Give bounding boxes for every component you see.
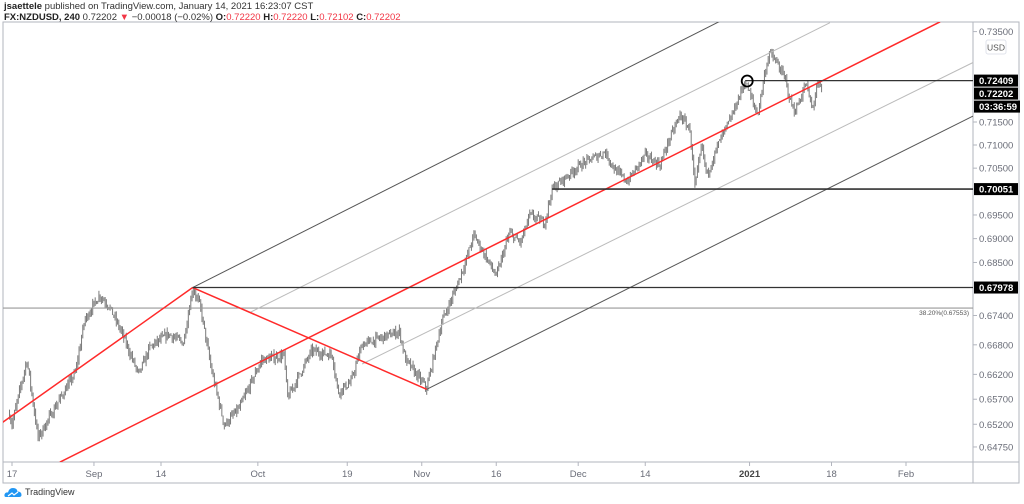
currency-badge-label: USD: [987, 43, 1005, 53]
circle-marker[interactable]: [740, 74, 754, 88]
price-tags: 0.72409 0.72202 0.70051 0.67978 03:36:59: [974, 74, 1020, 294]
x-tick-label: 19: [342, 469, 353, 480]
price-change: −0.00018 (−0.02%): [131, 12, 214, 23]
y-tick-label: 0.66800: [979, 340, 1013, 351]
time-axis[interactable]: 17 Sep 14 Oct 19 Nov 16 Dec 14 2021 18 Feb: [7, 462, 914, 480]
level-price-tag-bg: [974, 74, 1018, 87]
open-value: 0.72220: [226, 12, 261, 23]
last-price-tag: 0.72202: [979, 89, 1013, 100]
last-price: 0.72202: [82, 12, 117, 23]
x-tick-label: Feb: [898, 469, 914, 480]
y-tick-label: 0.69000: [979, 234, 1013, 245]
price-bars: [9, 48, 823, 442]
x-tick-label: 14: [640, 469, 651, 480]
high-value: 0.72220: [273, 12, 308, 23]
y-tick-label: 0.67400: [979, 311, 1013, 322]
close-value: 0.72202: [366, 12, 401, 23]
x-tick-label: 17: [7, 469, 18, 480]
pitchfork-handle-line[interactable]: [0, 286, 194, 427]
x-tick-label: 16: [491, 469, 502, 480]
y-tick-label: 0.65700: [979, 395, 1013, 406]
y-tick-label: 0.68500: [979, 258, 1013, 269]
pitchfork-median-line[interactable]: [59, 22, 941, 462]
pitchfork-handle-line[interactable]: [192, 286, 428, 390]
bar-countdown-tag: 03:36:59: [979, 102, 1017, 113]
x-tick-label: 2021: [739, 469, 761, 480]
ohlc-line: FX:NZDUSD, 240 0.72202 ▼ −0.00018 (−0.02…: [4, 12, 401, 23]
x-tick-label: 18: [826, 469, 837, 480]
x-tick-label: Nov: [413, 469, 430, 480]
y-tick-label: 0.64750: [979, 442, 1013, 453]
author-name[interactable]: jsaettele: [4, 1, 43, 12]
publish-info: published on TradingView.com, January 14…: [44, 1, 314, 12]
pitchfork-inner-upper-line[interactable]: [249, 22, 831, 314]
x-tick-label: Sep: [85, 469, 102, 480]
x-tick-label: Oct: [250, 469, 265, 480]
chart-frame: [2, 21, 1020, 484]
bar-countdown-tag-bg: [974, 100, 1020, 113]
triangle-down-icon: ▼: [119, 12, 130, 23]
tradingview-cloud-icon: [4, 488, 22, 497]
pitchfork-upper-line[interactable]: [192, 21, 720, 288]
level-price-tag-bg: [974, 183, 1018, 196]
tradingview-brand: TradingView: [25, 487, 75, 497]
open-label: O:: [215, 12, 227, 23]
price-axis[interactable]: 0.73500 0.71500 0.71000 0.70500 0.69500 0.690…: [973, 27, 1013, 453]
level-price-tag: 0.67978: [979, 283, 1013, 294]
low-value: 0.72102: [319, 12, 354, 23]
level-price-tag: 0.72409: [979, 76, 1013, 87]
drawings: [0, 21, 973, 462]
low-label: L:: [310, 12, 320, 23]
currency-badge[interactable]: USD: [985, 39, 1007, 55]
symbol-label: FX:NZDUSD, 240: [4, 12, 81, 23]
y-tick-label: 0.71000: [979, 140, 1013, 151]
x-tick-label: Dec: [570, 469, 587, 480]
y-tick-label: 0.70500: [979, 164, 1013, 175]
fib-level-label: 38.20%(0.67553): [919, 310, 969, 317]
y-tick-label: 0.73500: [979, 27, 1013, 38]
last-price-tag-bg: [974, 87, 1018, 100]
y-tick-label: 0.69500: [979, 210, 1013, 221]
y-tick-label: 0.71500: [979, 118, 1013, 129]
pitchfork-inner-lower-line[interactable]: [361, 62, 973, 365]
tradingview-logo[interactable]: TradingView: [4, 487, 75, 497]
chart-header: jsaettele published on TradingView.com, …: [4, 1, 401, 23]
y-tick-label: 0.66200: [979, 370, 1013, 381]
y-tick-label: 0.65200: [979, 420, 1013, 431]
high-label: H:: [263, 12, 274, 23]
publish-line: jsaettele published on TradingView.com, …: [4, 1, 401, 12]
level-price-tag: 0.70051: [979, 185, 1014, 196]
close-label: C:: [356, 12, 367, 23]
pitchfork-lower-line[interactable]: [426, 115, 973, 390]
x-tick-label: 14: [156, 469, 167, 480]
level-price-tag-bg: [974, 281, 1018, 294]
